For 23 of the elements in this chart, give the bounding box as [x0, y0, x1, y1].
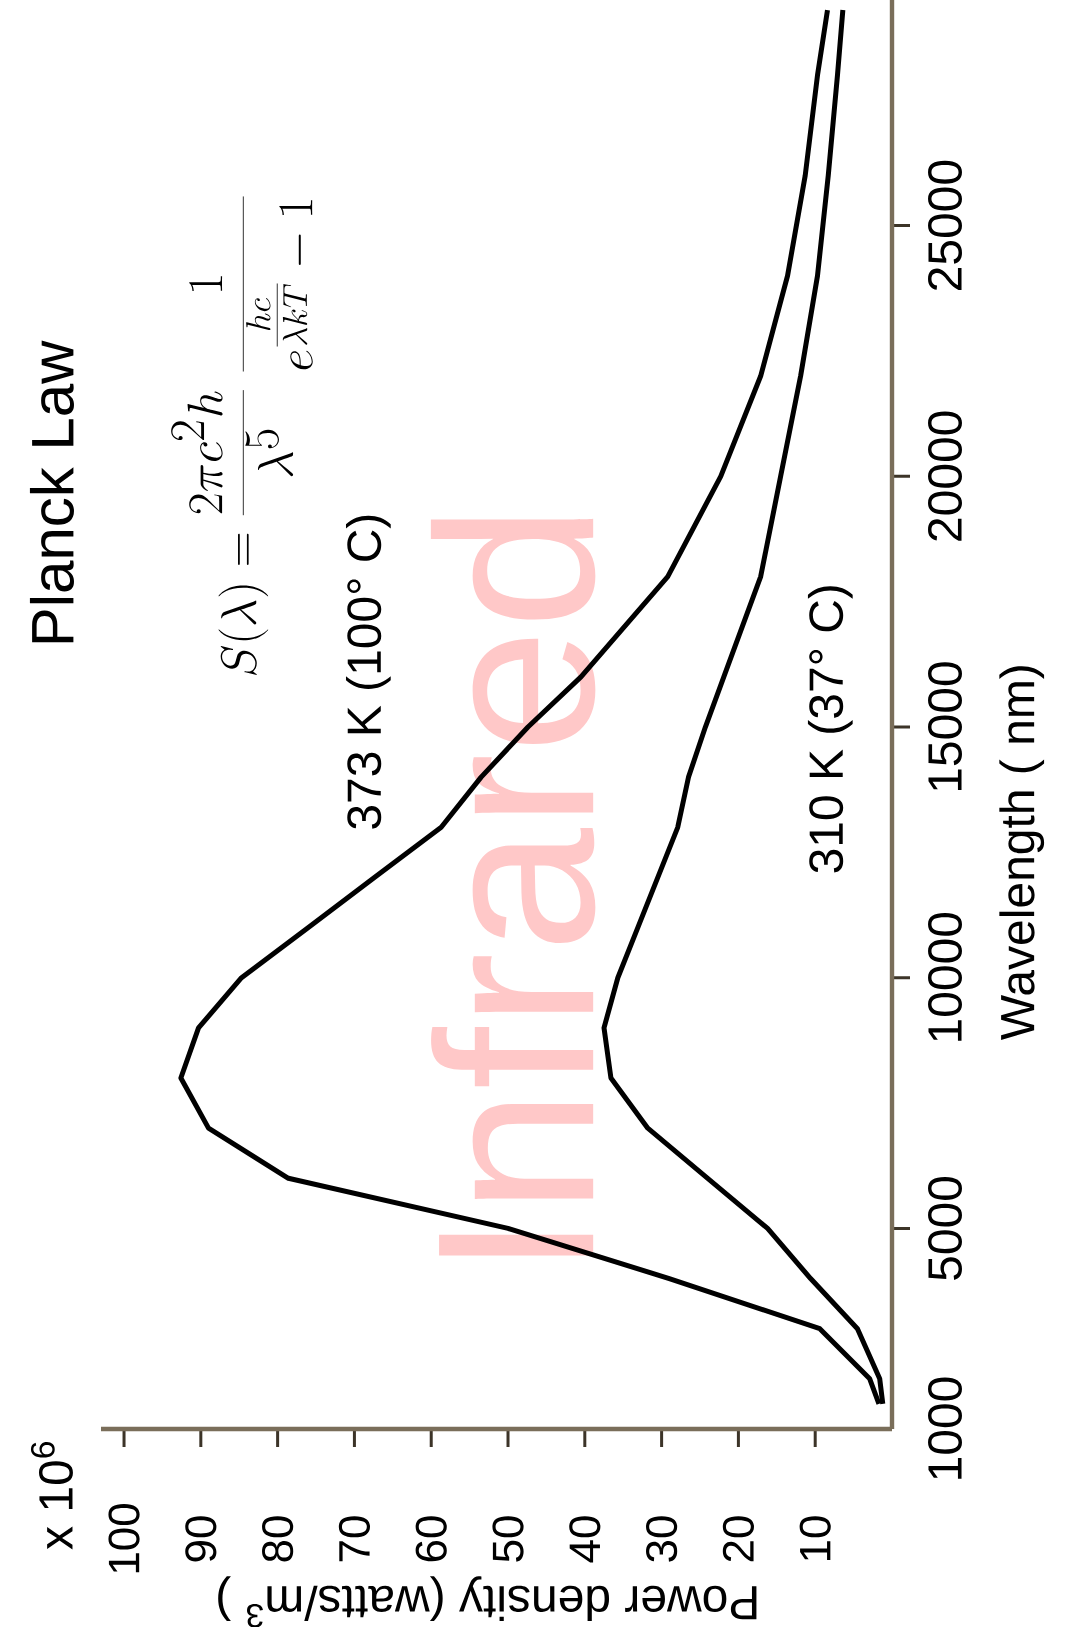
y-axis-title: Wavelength ( nm) — [999, 666, 1045, 1040]
x-tick-label: 90 — [185, 1516, 217, 1562]
annotation: $S(\lambda) = \frac{2\pi c^{2}h}{\lambda^{5}}\;\frac{1}{e^{\frac{hc}{\lambda kT}}-1}$ — [171, 196, 313, 676]
x-tick-label: 100 — [108, 1504, 140, 1573]
x-tick-label: 20 — [722, 1516, 754, 1562]
y-tick-label: 5000 — [928, 1176, 962, 1280]
text: 373 K (100° C) — [345, 515, 391, 829]
text: 310 K (37° C) — [807, 586, 853, 873]
x-tick-label: 30 — [646, 1516, 678, 1562]
text: x 10$^{6}$ — [30, 1442, 73, 1550]
x-tick-label: 50 — [492, 1516, 524, 1562]
y-tick-label: 20000 — [928, 411, 962, 541]
text: Planck Law — [29, 340, 74, 643]
x-tick-label: 70 — [338, 1516, 370, 1562]
x-tick-label: 10 — [799, 1516, 831, 1561]
x-tick-label: 80 — [262, 1516, 294, 1562]
y-tick-label: 15000 — [928, 662, 962, 791]
x-tick-label: 40 — [569, 1516, 601, 1563]
y-tick-label: 10000 — [928, 912, 962, 1041]
x-axis-title: Power density (watts/m$^{3}$ ) — [218, 1576, 757, 1627]
x-tick-label: 60 — [415, 1516, 447, 1562]
y-tick-label: 25000 — [928, 160, 962, 290]
y-tick-label: 1000 — [928, 1377, 962, 1479]
